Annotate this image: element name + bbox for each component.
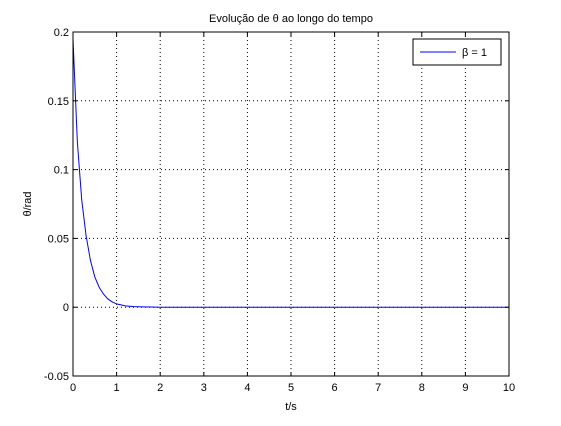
legend-label: β = 1 [462, 47, 487, 59]
series-layer [72, 38, 509, 308]
x-axis-label: t/s [285, 401, 297, 413]
x-tick-label: 5 [288, 382, 294, 394]
x-tick-label: 9 [462, 382, 468, 394]
x-tick-label: 8 [419, 382, 425, 394]
y-tick-label: 0.2 [54, 27, 69, 39]
x-tick-label: 4 [244, 382, 250, 394]
y-tick-label: 0.1 [54, 165, 69, 177]
x-tick-label: 6 [332, 382, 338, 394]
x-tick-label: 0 [70, 382, 76, 394]
x-tick-label: 3 [201, 382, 207, 394]
y-tick-label: -0.05 [44, 371, 69, 383]
series-line [72, 38, 509, 308]
y-tick-label: 0.05 [48, 233, 69, 245]
y-axis-label: θ/rad [22, 191, 34, 216]
legend: β = 1 [412, 38, 502, 66]
x-tick-label: 7 [375, 382, 381, 394]
y-tick-label: 0.15 [48, 96, 69, 108]
x-tick-label: 2 [157, 382, 163, 394]
chart-title: Evolução de θ ao longo do tempo [209, 13, 373, 25]
x-tick-label: 1 [114, 382, 120, 394]
y-tick-label: 0 [63, 302, 69, 314]
x-tick-label: 10 [503, 382, 515, 394]
